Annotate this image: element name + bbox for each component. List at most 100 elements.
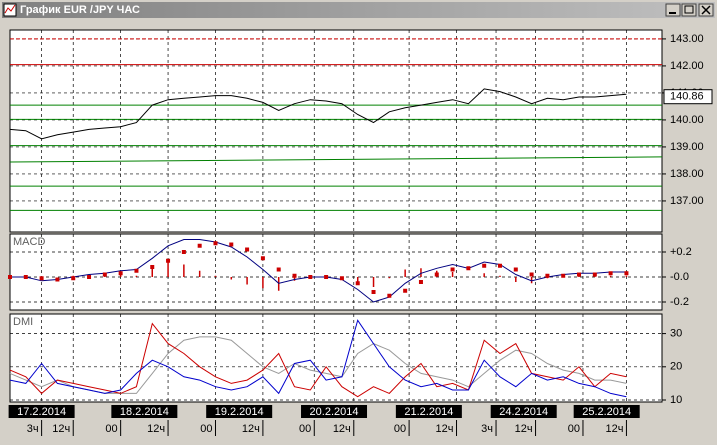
signal-dot bbox=[608, 271, 613, 276]
signal-dot bbox=[102, 272, 107, 277]
signal-dot bbox=[134, 268, 139, 273]
signal-dot bbox=[276, 267, 281, 272]
y-tick-label: 30 bbox=[670, 327, 682, 339]
signal-dot bbox=[577, 272, 582, 277]
hour-label: 3ч bbox=[481, 423, 493, 435]
signal-dot bbox=[8, 275, 12, 279]
window-icon-line bbox=[4, 4, 16, 14]
date-box bbox=[573, 405, 640, 418]
last-price-label: 140.86 bbox=[670, 91, 704, 103]
signal-dot bbox=[118, 271, 123, 276]
y-tick-label: 143.00 bbox=[670, 33, 704, 45]
date-box bbox=[8, 405, 75, 418]
plot-area bbox=[9, 29, 663, 233]
hour-label: 12ч bbox=[147, 423, 165, 435]
signal-dot bbox=[181, 250, 186, 254]
date-box bbox=[395, 405, 462, 418]
date-label: 20.2.2014 bbox=[310, 406, 359, 418]
signal-dot bbox=[260, 256, 265, 261]
y-tick-label: 142.00 bbox=[670, 60, 704, 72]
y-tick-label: 139.00 bbox=[670, 141, 704, 153]
hour-label: 00 bbox=[299, 423, 311, 435]
hour-label: 12ч bbox=[52, 423, 70, 435]
y-tick-label: +0.2 bbox=[670, 246, 692, 258]
hour-label: 12ч bbox=[333, 423, 351, 435]
hour-label: 00 bbox=[200, 423, 212, 435]
signal-dot bbox=[450, 267, 455, 272]
signal-dot bbox=[166, 258, 171, 263]
window-title: График EUR /JPY ЧАС bbox=[20, 4, 140, 16]
y-tick-label: -0.2 bbox=[670, 296, 689, 308]
panel-title: MACD bbox=[13, 236, 45, 248]
date-box bbox=[111, 405, 178, 418]
date-label: 19.2.2014 bbox=[215, 406, 264, 418]
signal-dot bbox=[55, 277, 60, 282]
y-tick-label: -0.0 bbox=[670, 271, 689, 283]
close-glyph bbox=[701, 5, 711, 15]
signal-dot bbox=[434, 272, 439, 277]
signal-dot bbox=[592, 272, 597, 277]
signal-dot bbox=[197, 243, 202, 248]
minimize-button[interactable] bbox=[665, 3, 681, 17]
y-tick-label: 10 bbox=[670, 394, 682, 406]
maximize-glyph bbox=[684, 5, 694, 14]
y-tick-label: 137.00 bbox=[670, 195, 704, 207]
hour-label: 00 bbox=[105, 423, 117, 435]
signal-dot bbox=[529, 272, 534, 277]
trend-line bbox=[9, 156, 663, 163]
signal-dot bbox=[229, 242, 234, 247]
y-tick-label: 138.00 bbox=[670, 168, 704, 180]
signal-dot bbox=[245, 247, 250, 252]
signal-dot bbox=[355, 281, 360, 286]
signal-dot bbox=[71, 276, 76, 281]
signal-dot bbox=[150, 265, 155, 269]
signal-dot bbox=[308, 275, 313, 279]
series-line bbox=[9, 88, 627, 140]
signal-dot bbox=[387, 293, 392, 298]
date-label: 18.2.2014 bbox=[120, 406, 169, 418]
signal-dot bbox=[466, 266, 471, 271]
plot-area bbox=[9, 233, 663, 311]
date-box bbox=[301, 405, 368, 418]
window-buttons bbox=[665, 3, 714, 17]
date-label: 21.2.2014 bbox=[404, 406, 453, 418]
y-tick-label: 20 bbox=[670, 361, 682, 373]
hour-label: 3ч bbox=[27, 423, 39, 435]
date-box bbox=[490, 405, 557, 418]
series-line bbox=[9, 336, 627, 394]
signal-dot bbox=[339, 276, 344, 281]
hour-label: 00 bbox=[394, 423, 406, 435]
title-bar bbox=[2, 2, 715, 18]
signal-dot bbox=[497, 263, 502, 268]
signal-dot bbox=[213, 241, 218, 246]
signal-dot bbox=[545, 273, 550, 278]
hour-label: 12ч bbox=[242, 423, 260, 435]
hour-label: 12ч bbox=[605, 423, 623, 435]
hour-label: 00 bbox=[568, 423, 580, 435]
y-tick-label: 140.00 bbox=[670, 114, 704, 126]
signal-dot bbox=[513, 267, 518, 272]
signal-dot bbox=[482, 263, 487, 268]
hour-label: 12ч bbox=[515, 423, 533, 435]
series-line bbox=[9, 319, 627, 398]
date-label: 17.2.2014 bbox=[17, 406, 66, 418]
panel-title: DMI bbox=[13, 316, 33, 328]
signal-dot bbox=[403, 288, 408, 293]
signal-dot bbox=[324, 275, 329, 279]
signal-dot bbox=[23, 275, 28, 279]
signal-dot bbox=[87, 275, 92, 279]
signal-dot bbox=[292, 273, 297, 278]
plot-area bbox=[9, 313, 663, 403]
signal-dot bbox=[39, 276, 44, 281]
signal-dot bbox=[624, 271, 629, 276]
last-price-box bbox=[663, 89, 713, 105]
date-label: 25.2.2014 bbox=[582, 406, 631, 418]
signal-dot bbox=[561, 273, 566, 278]
hour-label: 12ч bbox=[436, 423, 454, 435]
date-box bbox=[206, 405, 273, 418]
signal-dot bbox=[371, 290, 376, 294]
series-line bbox=[10, 239, 627, 303]
date-label: 24.2.2014 bbox=[499, 406, 548, 418]
